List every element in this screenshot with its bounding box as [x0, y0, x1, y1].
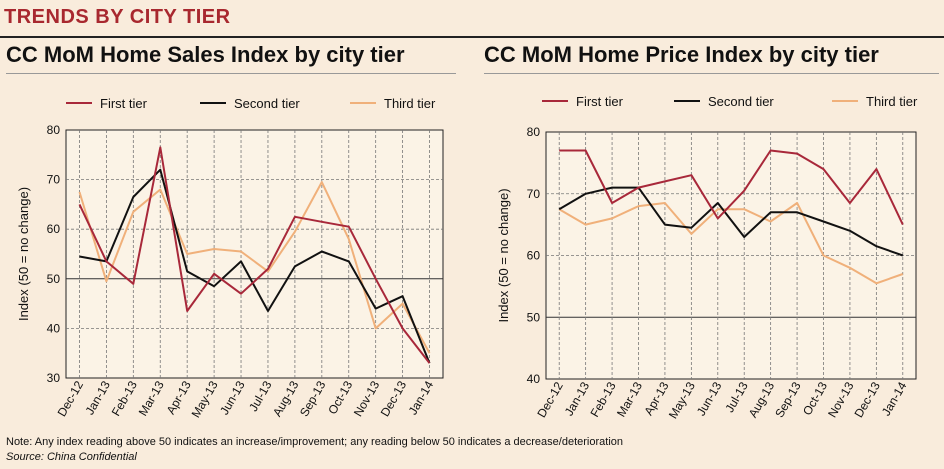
legend-label-second-tier: Second tier [708, 94, 774, 109]
x-tick-label: May-13 [189, 378, 221, 420]
sales-index-chart: 304050607080Dec-12Jan-13Feb-13Mar-13Apr-… [16, 96, 444, 420]
x-tick-label: Jun-13 [694, 379, 725, 418]
y-tick-label: 60 [527, 249, 541, 263]
top-divider [0, 36, 944, 38]
series-line-first-tier [78, 146, 431, 364]
y-axis-label: Index (50 = no change) [496, 188, 511, 322]
y-tick-label: 50 [527, 310, 541, 324]
x-tick-label: May-13 [666, 379, 698, 421]
x-tick-label: Mar-13 [136, 378, 167, 418]
series-line-second-tier [558, 186, 904, 257]
price-index-chart: 4050607080Dec-12Jan-13Feb-13Mar-13Apr-13… [496, 94, 918, 421]
section-banner: TRENDS BY CITY TIER [4, 6, 231, 28]
x-tick-label: Jan-14 [879, 379, 910, 418]
legend-label-first-tier: First tier [576, 94, 624, 109]
y-tick-label: 30 [47, 371, 61, 385]
legend-label-third-tier: Third tier [866, 94, 918, 109]
series-line-third-tier [558, 202, 904, 285]
y-tick-label: 50 [47, 272, 61, 286]
series-line-first-tier [559, 149, 904, 226]
y-tick-label: 80 [47, 123, 61, 137]
chart-title-rule-sales [6, 73, 456, 74]
x-tick-label: Feb-13 [109, 378, 140, 418]
y-tick-label: 40 [47, 321, 61, 335]
x-tick-label: Sep-13 [772, 379, 804, 420]
series-line-second-tier [79, 168, 431, 364]
y-tick-label: 70 [527, 187, 541, 201]
chart-title-price: CC MoM Home Price Index by city tier [484, 42, 879, 67]
x-tick-label: Dec-13 [378, 378, 410, 419]
chart-title-sales: CC MoM Home Sales Index by city tier [6, 42, 405, 67]
plot-area [65, 129, 444, 379]
x-tick-label: Sep-13 [297, 378, 329, 419]
legend-label-third-tier: Third tier [384, 96, 436, 111]
y-tick-label: 80 [527, 125, 541, 139]
legend-label-first-tier: First tier [100, 96, 148, 111]
series-line-third-tier [78, 181, 431, 354]
y-tick-label: 60 [47, 222, 61, 236]
footnote: Note: Any index reading above 50 indicat… [6, 436, 623, 448]
x-tick-label: Jun-13 [217, 378, 248, 417]
x-tick-label: Dec-13 [851, 379, 883, 420]
source-note: Source: China Confidential [6, 451, 137, 463]
y-tick-label: 70 [47, 173, 61, 187]
x-tick-label: Mar-13 [614, 379, 645, 419]
chart-title-rule-price [484, 73, 939, 74]
y-axis-label: Index (50 = no change) [16, 187, 31, 321]
y-tick-label: 40 [527, 372, 541, 386]
legend-label-second-tier: Second tier [234, 96, 300, 111]
x-tick-label: Jan-14 [406, 378, 437, 417]
x-tick-label: Jul-13 [246, 378, 275, 414]
